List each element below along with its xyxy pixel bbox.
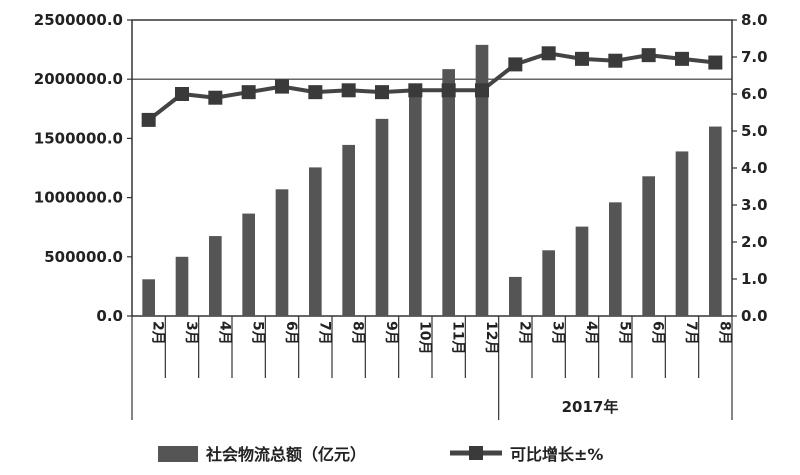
category-label: 9月 (383, 321, 399, 345)
legend: 社会物流总额（亿元） 可比增长±% (158, 445, 603, 464)
right-tick-label: 6.0 (741, 85, 768, 103)
bar (575, 226, 589, 316)
category-label: 5月 (616, 321, 632, 345)
growth-marker (441, 83, 456, 98)
growth-line (147, 51, 716, 122)
axes-layer (127, 19, 737, 420)
category-label: 2月 (516, 321, 532, 345)
growth-marker (141, 112, 156, 127)
category-label: 7月 (316, 321, 332, 345)
category-label: 6月 (283, 321, 299, 345)
left-tick-label: 0.0 (96, 307, 123, 325)
left-tick-label: 1500000.0 (34, 129, 123, 147)
right-tick-label: 0.0 (741, 307, 768, 325)
tick-labels-layer: 0.0 500000.0 1000000.0 1500000.0 2000000.0 25… (34, 11, 768, 325)
right-tick-label: 4.0 (741, 159, 768, 177)
growth-marker (241, 85, 256, 100)
legend-bar-swatch (158, 446, 198, 462)
growth-marker (341, 83, 356, 98)
legend-line-label: 可比增长±% (510, 445, 603, 464)
category-label: 4月 (583, 321, 599, 345)
category-label: 5月 (250, 321, 266, 345)
growth-marker (375, 85, 389, 100)
right-tick-label: 3.0 (741, 196, 768, 214)
bar (175, 256, 189, 316)
category-label: 8月 (716, 321, 732, 345)
growth-marker (708, 55, 723, 70)
bar (642, 176, 655, 316)
growth-marker (608, 53, 623, 68)
line-layer (141, 46, 723, 127)
right-tick-label: 7.0 (741, 48, 768, 66)
category-label: 8月 (350, 321, 366, 345)
category-label: 6月 (650, 321, 666, 345)
growth-marker (508, 57, 523, 72)
growth-marker (475, 83, 489, 98)
bar (542, 250, 555, 316)
category-label: 11月 (450, 321, 466, 354)
left-tick-label: 2000000.0 (34, 70, 123, 88)
bar (275, 189, 289, 316)
growth-marker (275, 79, 289, 94)
category-label: 4月 (216, 321, 232, 345)
bar (675, 151, 689, 316)
category-label: 7月 (683, 321, 699, 345)
bar (309, 167, 322, 316)
right-tick-label: 5.0 (741, 122, 768, 140)
category-label: 12月 (483, 321, 499, 354)
category-label: 10月 (416, 321, 432, 354)
bar (342, 144, 355, 316)
bar (242, 213, 255, 316)
bar (442, 69, 455, 316)
category-label: 3月 (550, 321, 566, 345)
left-tick-label: 1000000.0 (34, 189, 123, 207)
bar (709, 126, 722, 316)
right-tick-label: 8.0 (741, 11, 768, 29)
legend-bar-label: 社会物流总额（亿元） (205, 445, 366, 464)
growth-marker (408, 83, 423, 98)
bars-layer (142, 44, 722, 317)
growth-marker (541, 46, 556, 61)
right-tick-label: 1.0 (741, 270, 768, 288)
plot-frame (131, 19, 733, 317)
growth-marker (308, 85, 323, 100)
bar (375, 118, 389, 316)
category-labels-layer: 2月 3月 4月 5月 6月 7月 8月 9月 10月 11月 12月 2月 3月 4月 5月 6月 7月 8月 (150, 321, 733, 354)
group-label: 2017年 (562, 398, 619, 416)
left-tick-label: 500000.0 (44, 248, 123, 266)
growth-marker (675, 51, 689, 66)
bar (475, 44, 489, 316)
growth-marker (641, 48, 656, 63)
bar (209, 236, 222, 316)
bar (409, 85, 422, 317)
left-tick-label: 2500000.0 (34, 11, 123, 29)
growth-marker (208, 90, 223, 105)
legend-line-marker (469, 446, 483, 460)
category-label: 3月 (183, 321, 199, 345)
right-tick-label: 2.0 (741, 233, 768, 251)
growth-marker (175, 87, 189, 101)
bar (142, 279, 155, 316)
growth-marker (575, 51, 589, 66)
bar (609, 202, 622, 316)
bar (509, 276, 522, 316)
category-label: 2月 (150, 321, 166, 345)
